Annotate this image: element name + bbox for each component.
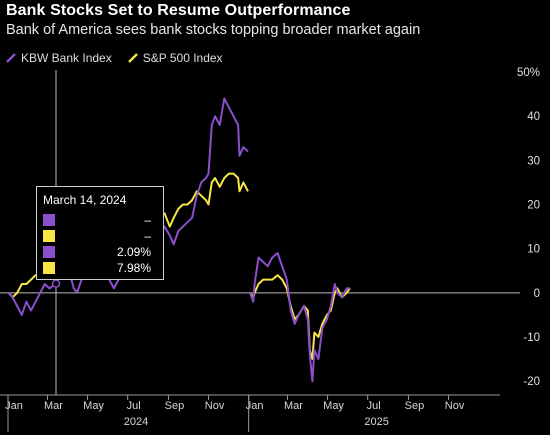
y-tick-label: 30 [527, 155, 540, 167]
kbw-line-icon [6, 53, 16, 63]
y-tick-label: 0 [534, 288, 540, 300]
spx-swatch-icon [43, 262, 55, 274]
x-tick-label: Nov [205, 400, 225, 412]
y-tick-label: 40 [527, 111, 540, 123]
hover-marker [51, 279, 61, 288]
y-tick-label: 20 [527, 200, 540, 212]
tooltip-row-kbw-2024: 2.09% [43, 245, 155, 259]
x-tick-label: Mar [44, 400, 63, 412]
tooltip-value: 7.98% [116, 261, 151, 275]
kbw-series-line [249, 252, 350, 383]
x-tick-label: Jan [5, 400, 23, 412]
x-tick-label: Sep [405, 400, 425, 412]
kbw-swatch-icon [43, 214, 55, 226]
x-tick-label: Jan [246, 400, 264, 412]
y-tick-label: -20 [523, 376, 540, 388]
legend: KBW Bank Index S&P 500 Index [6, 51, 223, 65]
x-tick-label: Nov [445, 400, 465, 412]
tooltip-row-kbw-2025: – [43, 213, 155, 227]
y-tick-label: -10 [523, 332, 540, 344]
x-tick-label: Mar [284, 400, 303, 412]
y-tick-label: 50% [517, 67, 540, 79]
spx-swatch-icon [43, 230, 55, 242]
x-tick-label: May [83, 400, 104, 412]
legend-label-kbw: KBW Bank Index [21, 51, 112, 65]
tooltip-value: 2.09% [116, 245, 151, 259]
spx-line-icon [127, 53, 138, 63]
tooltip-value: – [144, 213, 151, 227]
legend-item-kbw[interactable]: KBW Bank Index [6, 51, 112, 65]
legend-label-spx: S&P 500 Index [142, 51, 223, 65]
chart-title: Bank Stocks Set to Resume Outperformance [6, 2, 351, 19]
year-label: 2024 [124, 416, 148, 428]
kbw-swatch-icon [43, 246, 55, 258]
x-tick-label: Sep [165, 400, 185, 412]
tooltip-date: March 14, 2024 [43, 193, 127, 207]
x-tick-label: Jul [367, 400, 381, 412]
hover-tooltip: March 14, 2024 – – 2.09% 7.98% [36, 186, 164, 280]
tooltip-row-spx-2024: 7.98% [43, 261, 155, 275]
year-label: 2025 [364, 416, 388, 428]
y-tick-label: 10 [527, 244, 540, 256]
legend-item-spx[interactable]: S&P 500 Index [127, 51, 223, 65]
chart-subtitle: Bank of America sees bank stocks topping… [6, 22, 421, 38]
x-tick-label: May [323, 400, 344, 412]
x-tick-label: Jul [127, 400, 141, 412]
tooltip-value: – [144, 229, 151, 243]
tooltip-row-spx-2025: – [43, 229, 155, 243]
